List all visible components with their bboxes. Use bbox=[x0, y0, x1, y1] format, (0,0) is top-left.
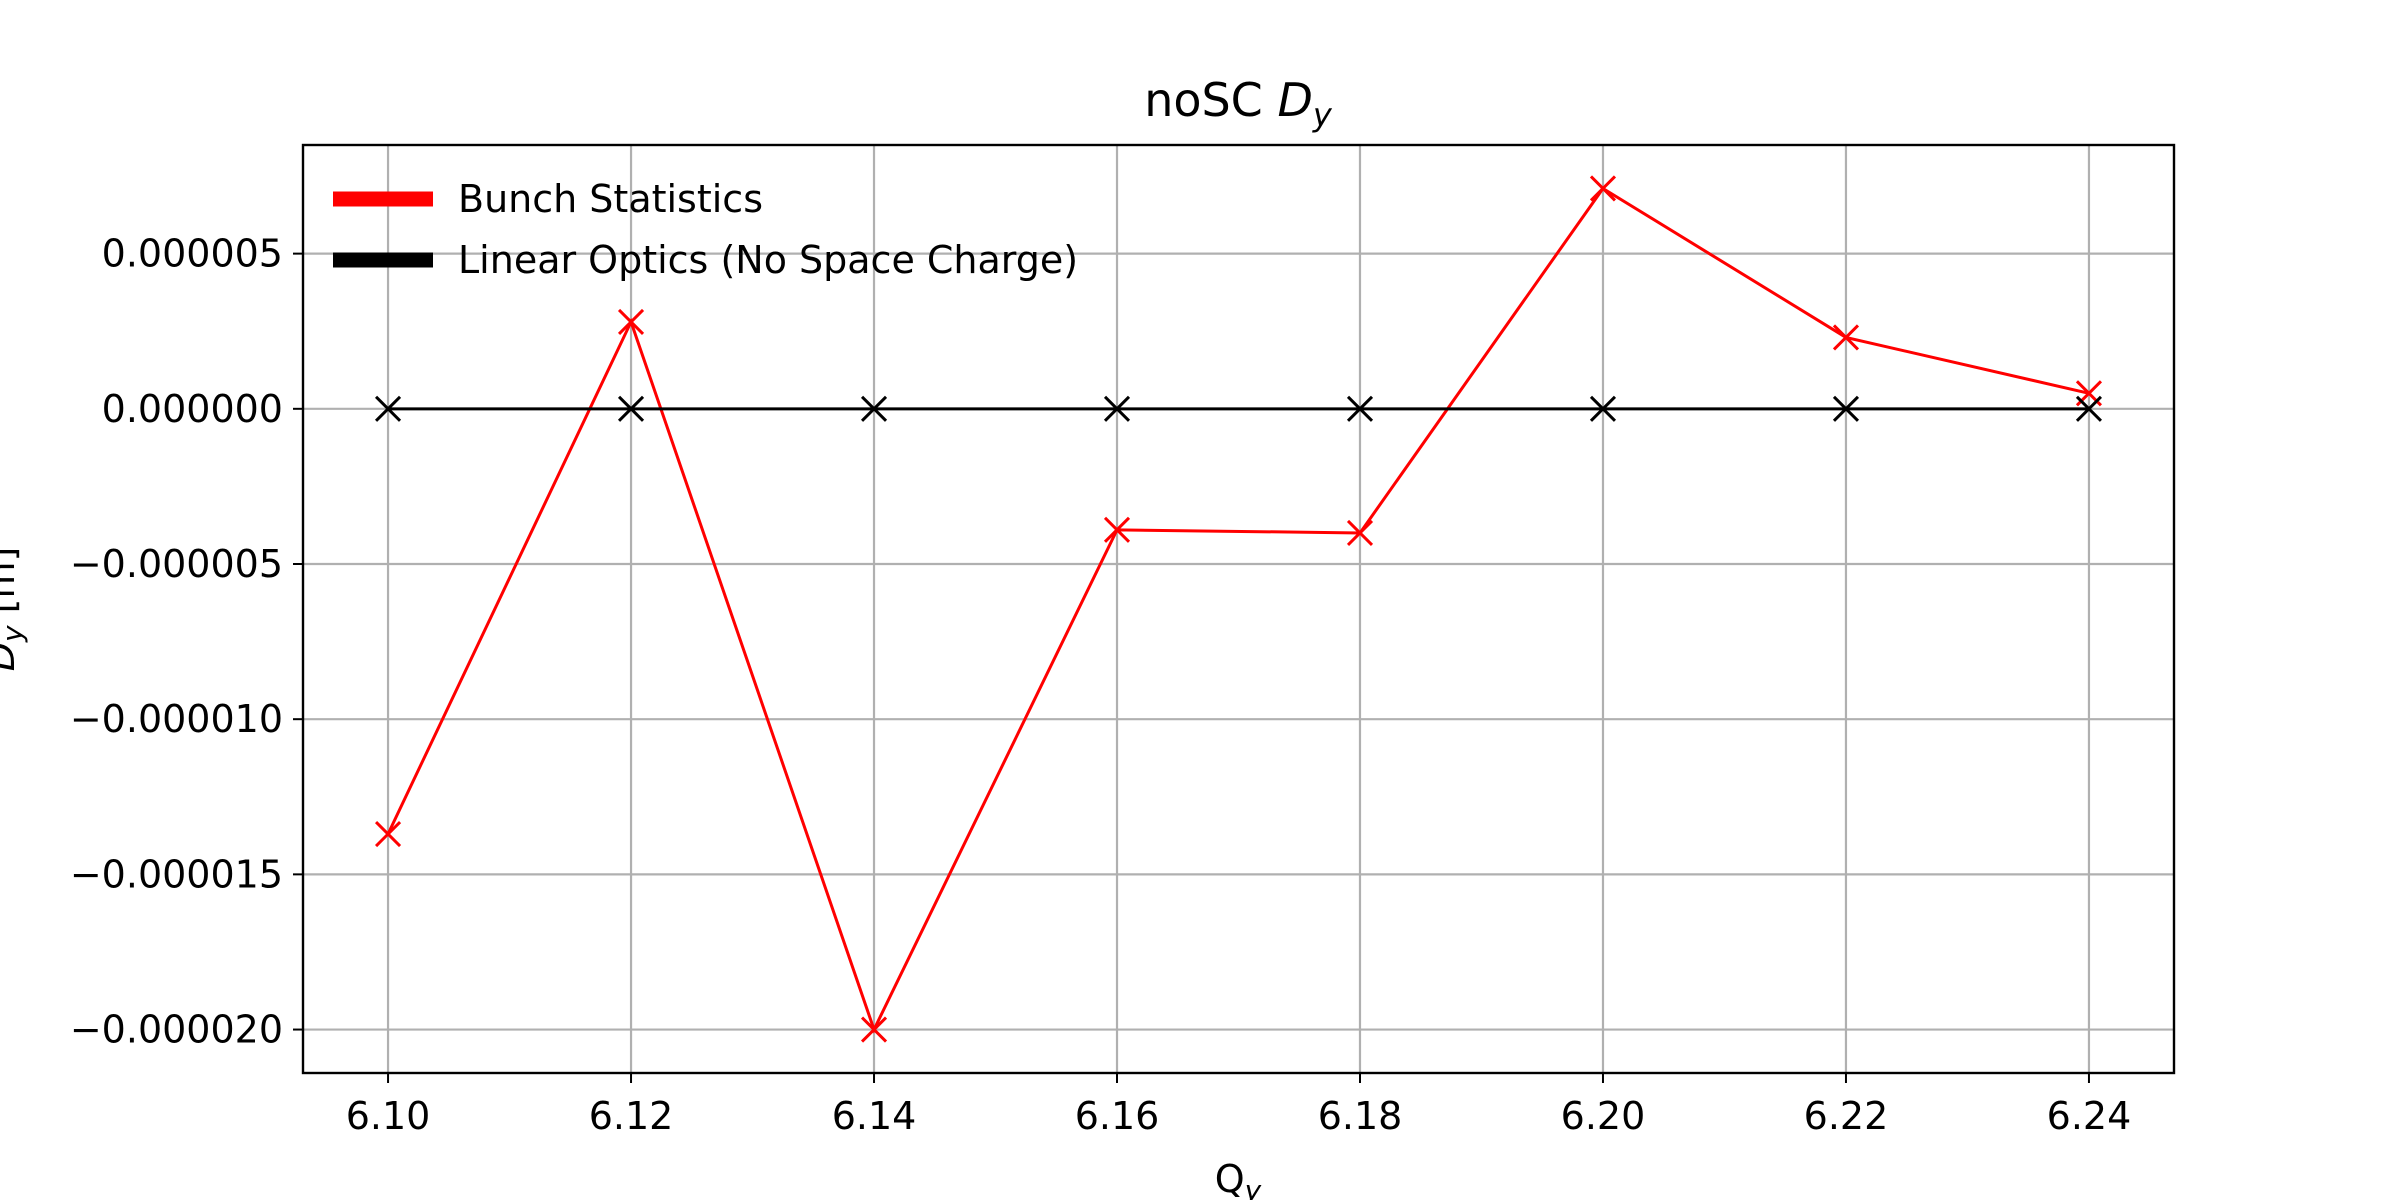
chart-title: noSC Dy bbox=[1144, 73, 1333, 134]
marker-stroke bbox=[2075, 395, 2103, 422]
data-point-marker bbox=[1103, 395, 1131, 422]
series-line bbox=[386, 186, 2090, 1034]
data-point-marker bbox=[617, 395, 645, 422]
y-axis-label: Dy [m] bbox=[0, 547, 29, 672]
x-tick-label: 6.16 bbox=[1075, 1094, 1160, 1138]
x-tick-label: 6.20 bbox=[1561, 1094, 1646, 1138]
x-tick-label: 6.22 bbox=[1804, 1094, 1889, 1138]
data-point-marker bbox=[860, 1016, 888, 1043]
ticks: 6.10 6.12 6.14 6.16 6.18 6.20 6.22 6.24 0.000005… bbox=[70, 232, 2131, 1138]
data-point-marker bbox=[1832, 395, 1860, 422]
grid bbox=[303, 145, 2174, 1073]
data-point-marker bbox=[1589, 395, 1617, 422]
plot-frame bbox=[301, 143, 2176, 1075]
marker-stroke bbox=[860, 395, 888, 422]
y-tick-label: −0.000020 bbox=[70, 1008, 283, 1052]
legend: Bunch Statistics Linear Optics (No Space … bbox=[333, 177, 1078, 282]
marker-stroke bbox=[1589, 175, 1617, 202]
y-tick-label: −0.000015 bbox=[70, 852, 283, 896]
marker-stroke bbox=[1103, 395, 1131, 422]
marker-stroke bbox=[1589, 395, 1617, 422]
marker-stroke bbox=[1832, 395, 1860, 422]
marker-stroke bbox=[374, 395, 402, 422]
data-point-marker bbox=[374, 395, 402, 422]
legend-label: Linear Optics (No Space Charge) bbox=[458, 238, 1078, 282]
x-tick-label: 6.12 bbox=[589, 1094, 674, 1138]
marker-stroke bbox=[1103, 516, 1131, 543]
data-point-marker bbox=[1346, 395, 1374, 422]
y-tick-label: −0.000005 bbox=[70, 542, 283, 586]
data-point-marker bbox=[860, 395, 888, 422]
x-axis-label: Qy bbox=[1215, 1157, 1262, 1200]
data-point-marker bbox=[1346, 519, 1374, 547]
x-tick-label: 6.24 bbox=[2047, 1094, 2132, 1138]
legend-item: Bunch Statistics bbox=[333, 177, 763, 221]
x-tick-label: 6.14 bbox=[832, 1094, 917, 1138]
marker-stroke bbox=[1346, 395, 1374, 422]
series-layer bbox=[374, 175, 2103, 1043]
data-point-marker bbox=[374, 820, 402, 848]
series-linear-optics bbox=[374, 395, 2103, 422]
marker-stroke bbox=[1346, 519, 1374, 547]
y-tick-label: 0.000000 bbox=[102, 387, 283, 431]
marker-stroke bbox=[374, 820, 402, 848]
data-point-marker bbox=[1589, 175, 1617, 202]
marker-stroke bbox=[860, 1016, 888, 1043]
data-point-marker bbox=[1103, 516, 1131, 543]
marker-stroke bbox=[617, 395, 645, 422]
series-bunch-statistics bbox=[374, 175, 2103, 1043]
x-tick-label: 6.18 bbox=[1318, 1094, 1403, 1138]
data-point-marker bbox=[617, 308, 645, 335]
marker-stroke bbox=[617, 308, 645, 335]
data-point-marker bbox=[2075, 395, 2103, 422]
legend-item: Linear Optics (No Space Charge) bbox=[333, 238, 1078, 282]
x-tick-label: 6.10 bbox=[346, 1094, 431, 1138]
marker-stroke bbox=[1832, 324, 1860, 351]
y-tick-label: 0.000005 bbox=[102, 232, 283, 276]
data-point-marker bbox=[1832, 324, 1860, 351]
y-tick-label: −0.000010 bbox=[70, 697, 283, 741]
legend-label: Bunch Statistics bbox=[458, 177, 763, 221]
